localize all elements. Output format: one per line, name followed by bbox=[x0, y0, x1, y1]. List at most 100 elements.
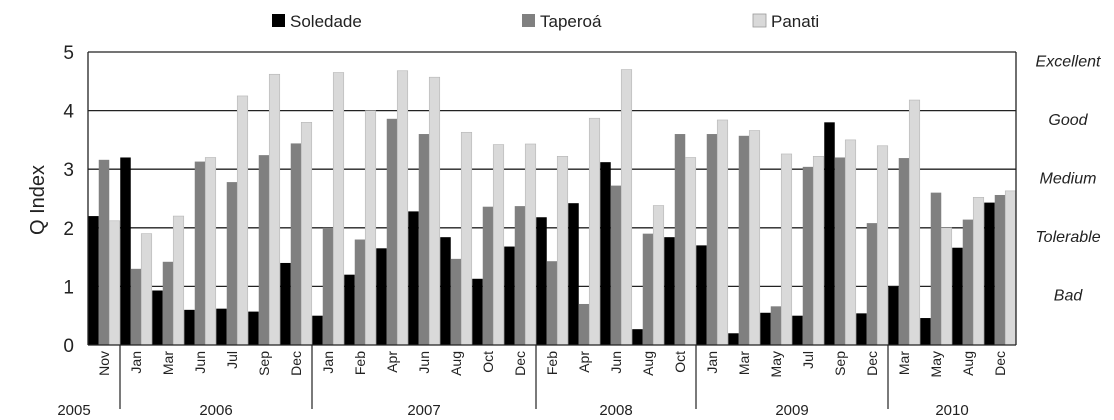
x-tick-label: Dec bbox=[288, 351, 304, 376]
x-tick-label: Oct bbox=[672, 351, 688, 373]
x-tick-label: Aug bbox=[448, 351, 464, 376]
bar-tapero-16 bbox=[610, 185, 622, 345]
year-label: 2010 bbox=[935, 402, 968, 419]
bar-tapero-23 bbox=[834, 157, 846, 345]
bar-panati-16 bbox=[620, 69, 633, 346]
bar-soledade-16 bbox=[600, 162, 611, 345]
y-tick-label: 0 bbox=[63, 336, 74, 357]
bar-soledade-7 bbox=[312, 315, 323, 345]
y-tick-label: 5 bbox=[63, 43, 74, 64]
bar-panati-7 bbox=[332, 72, 345, 346]
bar-soledade-4 bbox=[216, 308, 227, 345]
y-axis-ticks: 0 1 2 3 4 5 bbox=[63, 43, 74, 357]
bar-tapero-7 bbox=[322, 227, 334, 345]
x-tick-label: Feb bbox=[352, 351, 368, 375]
bar-soledade-5 bbox=[248, 311, 259, 345]
bar-panati-19 bbox=[716, 119, 729, 346]
bar-panati-5 bbox=[268, 73, 281, 346]
bar-soledade-22 bbox=[792, 315, 803, 345]
bar-tapero-0 bbox=[98, 159, 110, 345]
x-tick-label: Jul bbox=[800, 351, 816, 369]
bar-tapero-27 bbox=[962, 219, 974, 345]
legend-swatch bbox=[522, 14, 535, 27]
quality-label: Good bbox=[1048, 112, 1088, 129]
x-tick-label: Jun bbox=[608, 351, 624, 374]
x-tick-label: Aug bbox=[640, 351, 656, 376]
bar-panati-20 bbox=[748, 130, 761, 346]
x-tick-label: May bbox=[768, 351, 784, 377]
bar-soledade-25 bbox=[888, 286, 899, 345]
bar-soledade-23 bbox=[824, 122, 835, 345]
bar-tapero-6 bbox=[290, 143, 302, 345]
y-axis-label: Q Index bbox=[27, 165, 49, 235]
bar-soledade-27 bbox=[952, 247, 963, 345]
x-tick-label: Jun bbox=[416, 351, 432, 374]
x-tick-label: Apr bbox=[384, 351, 400, 373]
x-tick-label: Jan bbox=[128, 351, 144, 374]
x-tick-label: Dec bbox=[864, 351, 880, 376]
bar-soledade-0 bbox=[88, 216, 99, 345]
x-tick-label: Mar bbox=[160, 351, 176, 375]
bar-tapero-5 bbox=[258, 155, 270, 345]
bar-tapero-20 bbox=[738, 135, 750, 345]
legend-label: Panati bbox=[771, 12, 819, 31]
y-tick-label: 3 bbox=[63, 160, 74, 181]
x-tick-label: Mar bbox=[736, 351, 752, 375]
bar-tapero-4 bbox=[226, 182, 238, 345]
x-tick-label: Dec bbox=[512, 351, 528, 376]
bar-panati-4 bbox=[236, 95, 249, 346]
bar-panati-25 bbox=[908, 99, 921, 346]
bar-panati-13 bbox=[524, 143, 537, 346]
bar-soledade-3 bbox=[184, 309, 195, 345]
x-tick-label: Nov bbox=[96, 351, 112, 376]
bar-panati-0 bbox=[108, 220, 121, 346]
bar-panati-8 bbox=[364, 110, 377, 346]
bar-soledade-9 bbox=[376, 248, 387, 345]
y-tick-label: 1 bbox=[63, 277, 74, 298]
bar-soledade-18 bbox=[664, 237, 675, 345]
bar-panati-12 bbox=[492, 144, 505, 346]
bar-tapero-13 bbox=[514, 206, 526, 345]
bar-tapero-3 bbox=[194, 161, 206, 345]
bar-soledade-6 bbox=[280, 262, 291, 345]
quality-label: Bad bbox=[1054, 288, 1084, 305]
bar-soledade-1 bbox=[120, 157, 131, 345]
bar-tapero-25 bbox=[898, 158, 910, 345]
bar-tapero-22 bbox=[802, 166, 814, 345]
x-tick-label: Mar bbox=[896, 351, 912, 375]
bar-panati-10 bbox=[428, 76, 441, 346]
bar-tapero-10 bbox=[418, 134, 430, 345]
bar-soledade-21 bbox=[760, 312, 771, 345]
y-tick-label: 2 bbox=[63, 219, 74, 240]
bar-soledade-12 bbox=[472, 278, 483, 345]
bar-tapero-21 bbox=[770, 306, 782, 345]
bar-panati-18 bbox=[684, 157, 697, 346]
quality-labels: Excellent Good Medium Tolerable Bad bbox=[1035, 53, 1101, 304]
x-tick-label: Jan bbox=[320, 351, 336, 374]
bar-panati-28 bbox=[1004, 190, 1017, 346]
legend-swatch bbox=[752, 13, 767, 28]
year-label: 2006 bbox=[199, 402, 232, 419]
bar-panati-3 bbox=[204, 157, 217, 346]
axes bbox=[87, 52, 1017, 346]
x-tick-label: Oct bbox=[480, 351, 496, 373]
bar-tapero-8 bbox=[354, 239, 366, 345]
bar-soledade-13 bbox=[504, 246, 515, 345]
bar-panati-23 bbox=[844, 139, 857, 346]
bar-tapero-9 bbox=[386, 118, 398, 345]
bar-tapero-12 bbox=[482, 206, 494, 345]
bar-panati-17 bbox=[652, 205, 665, 346]
bar-panati-2 bbox=[172, 215, 185, 346]
bar-soledade-15 bbox=[568, 203, 579, 345]
bar-tapero-28 bbox=[994, 194, 1006, 345]
x-tick-label: Sep bbox=[832, 351, 848, 376]
x-tick-label: Apr bbox=[576, 351, 592, 373]
bar-soledade-8 bbox=[344, 274, 355, 345]
legend-label: Soledade bbox=[290, 12, 362, 31]
x-tick-label: Feb bbox=[544, 351, 560, 375]
legend-swatch bbox=[272, 14, 285, 27]
bar-tapero-14 bbox=[546, 261, 558, 345]
bar-panati-26 bbox=[940, 227, 953, 346]
x-tick-label: Jun bbox=[192, 351, 208, 374]
